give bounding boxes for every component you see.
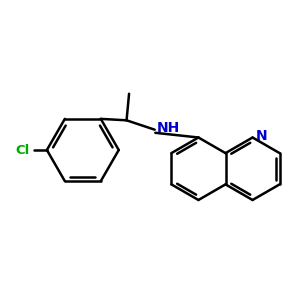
Text: NH: NH <box>156 121 179 135</box>
Text: Cl: Cl <box>15 143 30 157</box>
Text: N: N <box>256 129 267 143</box>
